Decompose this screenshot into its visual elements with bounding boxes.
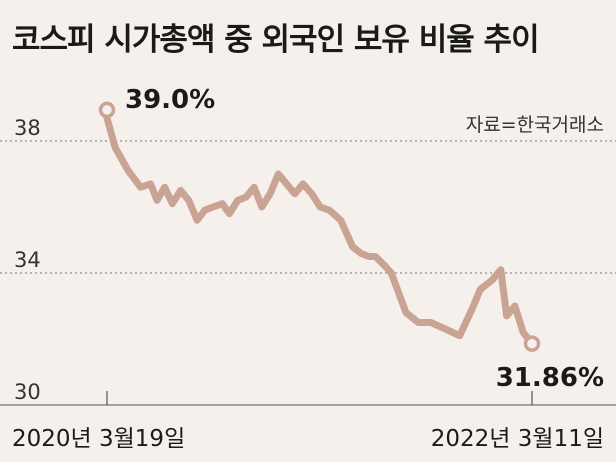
end-value-label: 31.86%: [496, 363, 604, 393]
end-marker: [523, 335, 541, 352]
y-tick-label-34: 34: [14, 248, 41, 272]
y-tick-label-30: 30: [14, 380, 41, 404]
x-tick-label-1: 2022년 3월11일: [431, 426, 604, 452]
series-group: [103, 114, 536, 348]
series-line-0: [103, 114, 536, 348]
endpoint-markers: [98, 101, 541, 352]
chart-title: 코스피 시가총액 중 외국인 보유 비율 추이: [12, 22, 540, 58]
y-tick-label-38: 38: [14, 116, 41, 140]
x-tick-label-0: 2020년 3월19일: [12, 426, 185, 452]
start-marker: [98, 101, 116, 119]
start-value-label: 39.0%: [125, 85, 215, 115]
x-axis-ticks: 2020년 3월19일 2022년 3월11일: [12, 391, 604, 452]
source-label: 자료=한국거래소: [465, 114, 604, 136]
y-axis-ticks: 30 34 38: [14, 116, 41, 404]
grid-lines: [0, 140, 616, 274]
